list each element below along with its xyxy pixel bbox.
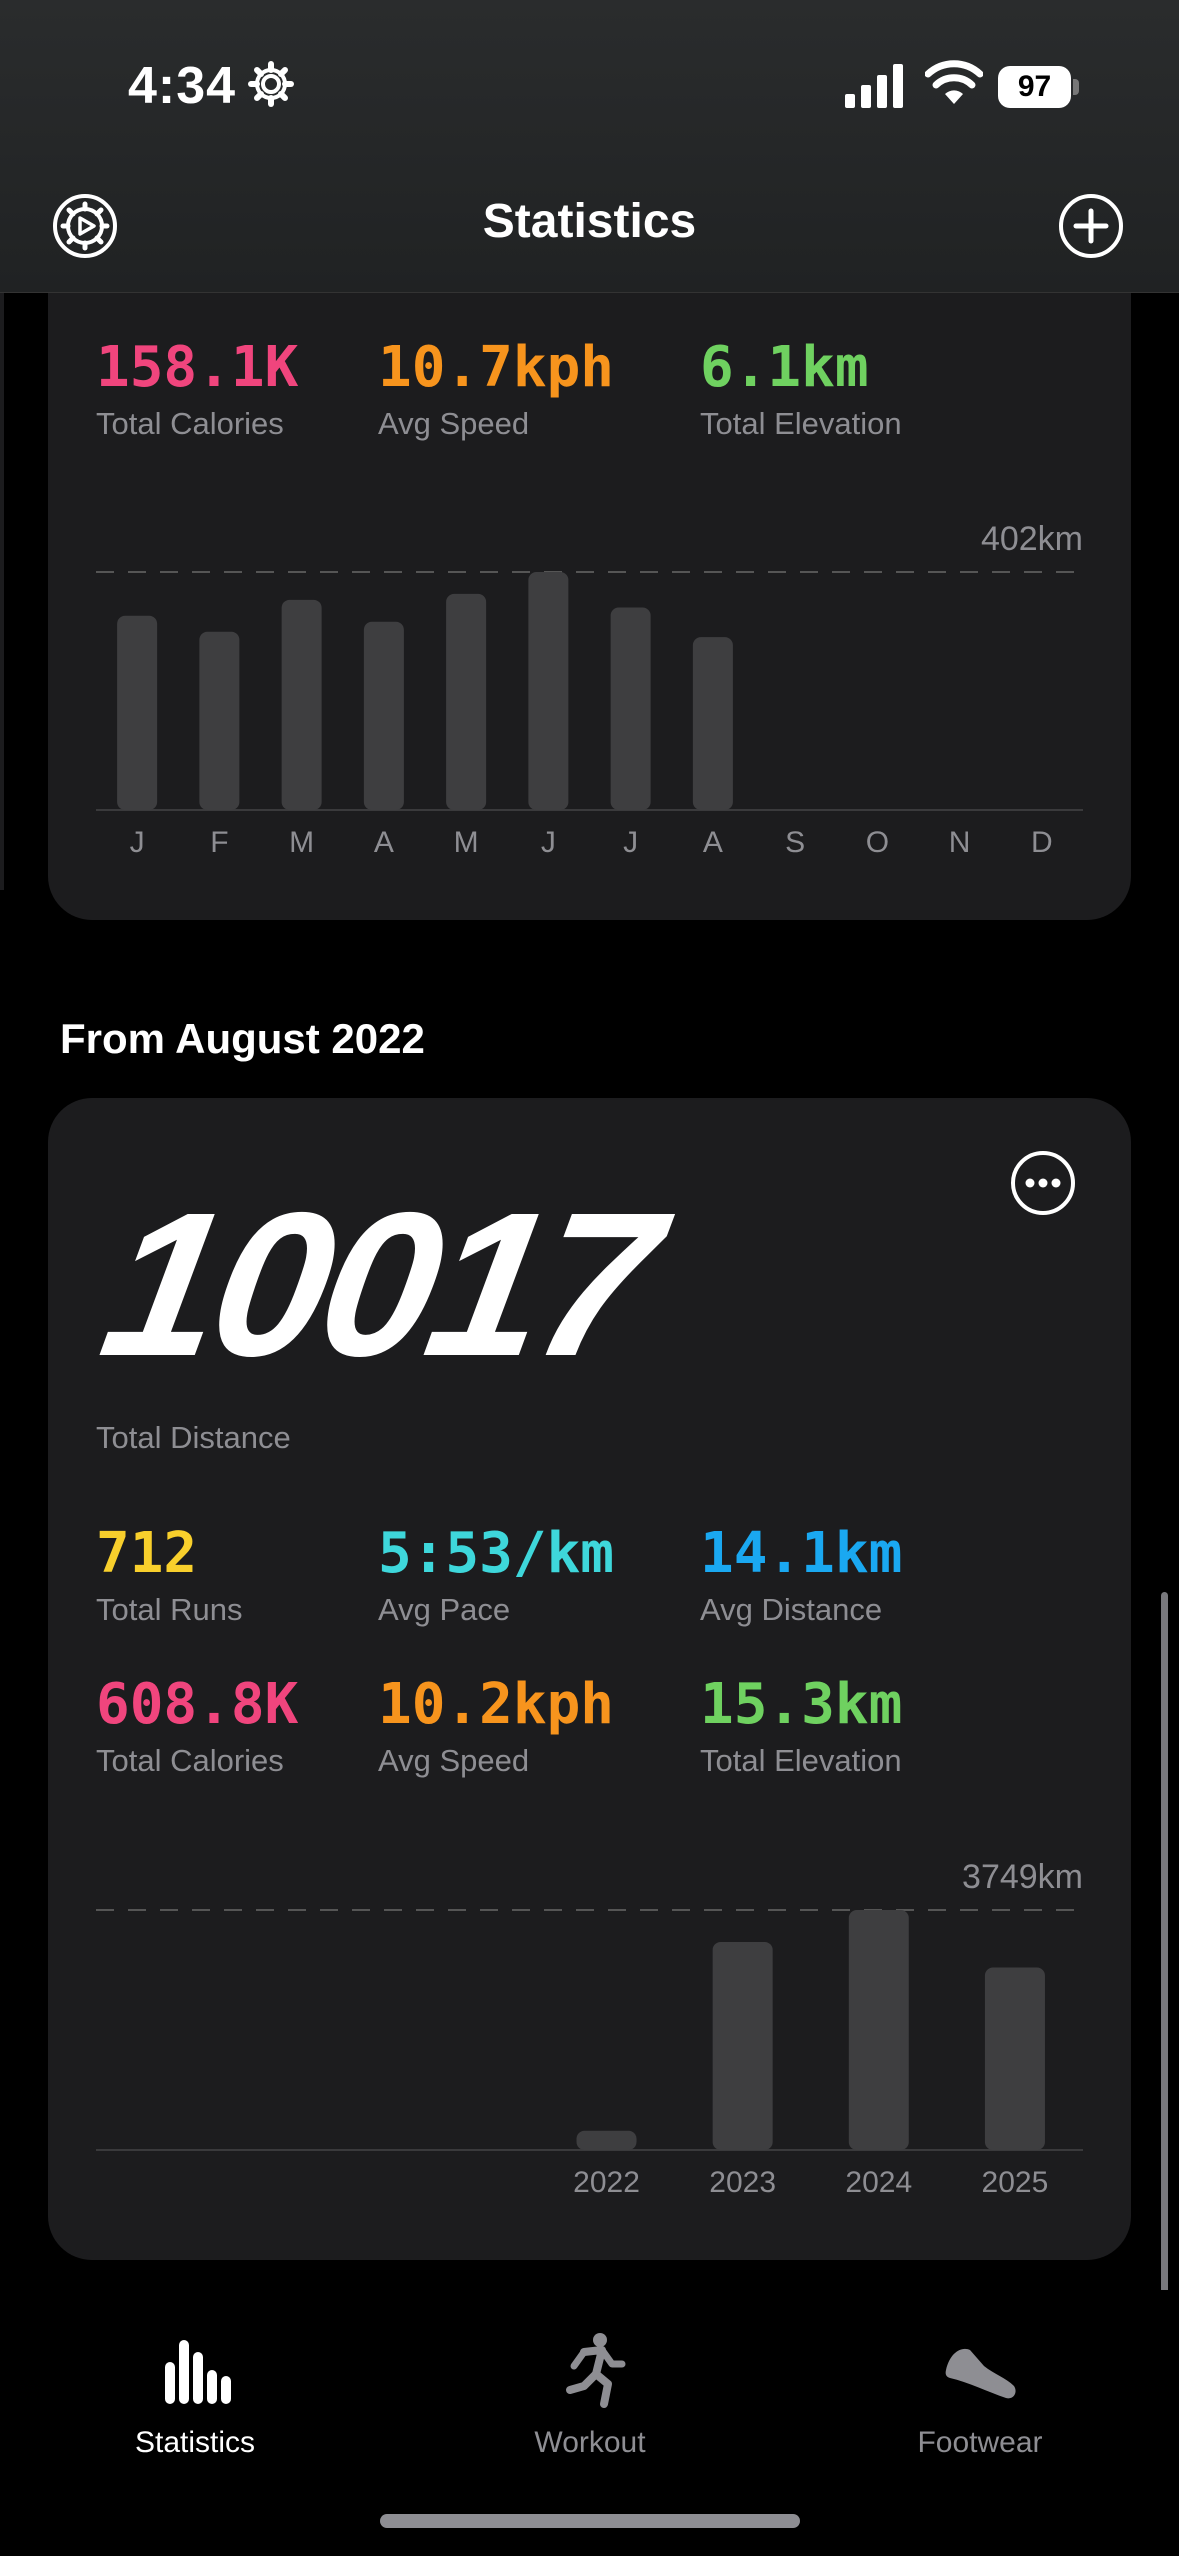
monthly-distance-chart: 402km J F M A M J J A S O N D	[96, 500, 1131, 860]
chart-bar	[610, 607, 651, 810]
tab-label: Statistics	[134, 2426, 256, 2459]
stat-label: Total Runs	[96, 1592, 243, 1627]
chart-tick-label: A	[703, 826, 723, 859]
all-time-stats-card[interactable]	[48, 1098, 1131, 2260]
running-figure-icon	[566, 2333, 626, 2408]
stat-total-calories: 608.8K Total Calories	[96, 1673, 298, 1781]
tab-bar: Statistics Workout Footwear	[0, 2290, 1179, 2556]
stat-label: Total Calories	[96, 406, 284, 441]
page-title: Statistics	[482, 195, 697, 248]
section-title: From August 2022	[60, 1015, 425, 1062]
more-options-icon[interactable]	[1010, 1150, 1076, 1216]
chart-tick-label: J	[541, 826, 556, 859]
stat-label: Total Elevation	[700, 1743, 902, 1778]
stat-avg-speed: 10.2kph Avg Speed	[378, 1673, 614, 1781]
tab-statistics[interactable]: Statistics	[45, 2330, 345, 2460]
stat-avg-distance: 14.1km Avg Distance	[700, 1522, 902, 1630]
chart-tick-label: 2023	[709, 2166, 776, 2199]
year-stats-card[interactable]: 158.1K Total Calories 10.7kph Avg Speed …	[48, 200, 1131, 920]
chart-bar	[446, 593, 487, 810]
chart-tick-label: F	[210, 826, 228, 859]
stat-label: Total Elevation	[700, 406, 902, 441]
battery-indicator: 97	[998, 66, 1080, 108]
chart-bar	[848, 1910, 909, 2150]
plus-circle-icon[interactable]	[1058, 193, 1124, 259]
chart-tick-label: J	[130, 826, 145, 859]
bar-chart-icon	[165, 2340, 231, 2404]
stat-total-elevation: 15.3km Total Elevation	[700, 1673, 902, 1781]
navigation-header: 4:34 97	[0, 0, 1179, 293]
tab-label: Footwear	[917, 2426, 1043, 2459]
chart-tick-label: 2025	[982, 2166, 1049, 2199]
settings-gear-icon[interactable]	[52, 193, 118, 259]
chart-bar	[576, 2130, 637, 2150]
chart-tick-label: M	[454, 826, 479, 859]
cellular-signal-icon	[845, 64, 903, 108]
tab-label: Workout	[534, 2426, 646, 2459]
chart-max-label: 402km	[981, 520, 1083, 558]
stat-label: Avg Pace	[378, 1592, 511, 1627]
stat-total-elevation: 6.1km Total Elevation	[700, 336, 902, 444]
chart-bar	[984, 1967, 1045, 2150]
total-distance-label: Total Distance	[96, 1420, 291, 1455]
stat-label: Avg Distance	[700, 1592, 883, 1627]
chart-tick-label: J	[623, 826, 638, 859]
total-distance-value: 10017	[88, 1170, 669, 1399]
monthly-distance-chart-svg: 402km J F M A M J J A S O N D	[96, 520, 1083, 859]
chart-bar	[199, 631, 240, 810]
chart-tick-label: 2024	[845, 2166, 912, 2199]
stat-value: 5:53/km	[378, 1521, 615, 1586]
chart-tick-label: A	[374, 826, 394, 859]
stat-label: Avg Speed	[378, 406, 530, 441]
chart-max-label: 3749km	[962, 1858, 1083, 1896]
home-indicator[interactable]	[380, 2514, 800, 2528]
shoe-icon	[945, 2348, 1016, 2399]
stat-value: 10.2kph	[378, 1672, 615, 1737]
chart-tick-label: N	[949, 826, 971, 859]
chart-bar	[528, 572, 569, 810]
chart-tick-label: S	[785, 826, 805, 859]
tab-footwear[interactable]: Footwear	[830, 2330, 1130, 2460]
stat-value: 15.3km	[700, 1672, 903, 1737]
wifi-icon	[925, 60, 983, 104]
stat-value: 6.1km	[700, 335, 869, 400]
chart-tick-label: O	[866, 826, 889, 859]
status-time: 4:34	[128, 57, 237, 115]
stat-value: 608.8K	[96, 1672, 299, 1737]
scroll-indicator[interactable]	[1161, 1592, 1168, 2300]
chart-bar	[363, 621, 404, 810]
yearly-distance-chart-svg: 3749km 2022 2023 2024 2025	[96, 1858, 1083, 2199]
chart-tick-label: M	[289, 826, 314, 859]
stat-value: 712	[96, 1521, 198, 1586]
stat-total-calories: 158.1K Total Calories	[96, 336, 298, 444]
stat-label: Avg Speed	[378, 1743, 530, 1778]
chart-bar	[281, 599, 322, 810]
chart-bar	[117, 615, 158, 810]
chart-tick-label: 2022	[573, 2166, 640, 2199]
chart-bar	[712, 1941, 773, 2150]
chart-bar	[692, 637, 733, 810]
stat-value: 158.1K	[96, 335, 299, 400]
gear-icon	[248, 61, 294, 107]
stat-total-runs: 712 Total Runs	[96, 1522, 242, 1630]
stat-value: 10.7kph	[378, 335, 615, 400]
yearly-distance-chart: 3749km 2022 2023 2024 2025	[96, 1840, 1131, 2220]
stat-label: Total Calories	[96, 1743, 284, 1778]
battery-tip	[1073, 79, 1079, 95]
adjacent-card-edge	[0, 290, 4, 890]
status-bar: 4:34 97	[0, 0, 1179, 170]
stat-value: 14.1km	[700, 1521, 903, 1586]
stat-avg-speed: 10.7kph Avg Speed	[378, 336, 614, 444]
stat-avg-pace: 5:53/km Avg Pace	[378, 1522, 614, 1630]
tab-workout[interactable]: Workout	[440, 2330, 740, 2460]
battery-level: 97	[998, 66, 1071, 108]
chart-tick-label: D	[1031, 826, 1053, 859]
